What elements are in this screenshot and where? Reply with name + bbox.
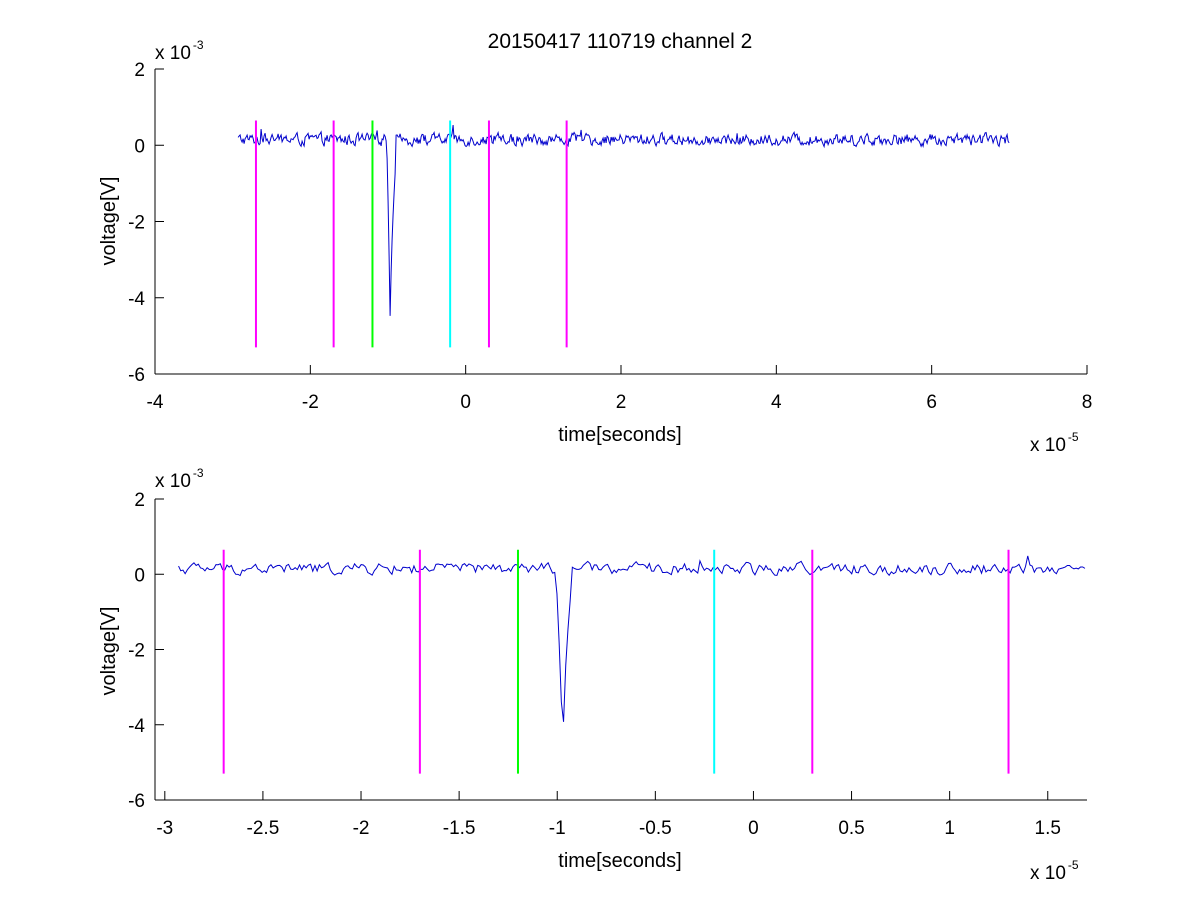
bottom-x-tick-label: -1.5 <box>443 818 476 839</box>
top-y-tick-label: -6 <box>128 365 145 386</box>
top-x-ticks: -4 -2 0 2 4 6 8 <box>147 365 1093 413</box>
bottom-x-multiplier-exponent: -5 <box>1068 858 1079 872</box>
top-x-tick-label: 2 <box>616 392 627 413</box>
bottom-x-tick-label: 0 <box>748 818 759 839</box>
bottom-x-axis-label: time[seconds] <box>558 850 681 872</box>
bottom-y-tick-label: 2 <box>134 490 145 511</box>
bottom-x-tick-label: 1.5 <box>1035 818 1061 839</box>
bottom-x-multiplier-base: x 10 <box>1030 863 1066 884</box>
top-y-tick-label: -4 <box>128 289 145 310</box>
top-y-tick-label: -2 <box>128 213 145 234</box>
bottom-y-ticks: -6 -4 -2 0 2 <box>128 490 164 812</box>
top-x-multiplier: x 10 -5 <box>1030 430 1079 456</box>
top-signal-trace <box>237 125 1010 316</box>
top-y-multiplier: x 10 -3 <box>155 38 204 64</box>
bottom-x-tick-label: 0.5 <box>838 818 864 839</box>
bottom-y-multiplier-exponent: -3 <box>193 466 204 480</box>
top-y-ticks: -6 -4 -2 0 2 <box>128 60 164 386</box>
bottom-y-axis-label: voltage[V] <box>98 607 120 696</box>
bottom-y-tick-label: -2 <box>128 641 145 662</box>
top-x-tick-label: 4 <box>771 392 782 413</box>
bottom-signal-trace <box>178 555 1086 722</box>
bottom-x-tick-label: -2 <box>353 818 370 839</box>
top-axes: -4 -2 0 2 4 6 8 -6-4-202 time[seconds] voltage… <box>98 38 1092 456</box>
top-y-axis-label: voltage[V] <box>98 177 120 266</box>
top-signal-group <box>237 125 1010 316</box>
bottom-marker-lines <box>222 549 1010 774</box>
bottom-y-tick-label: 0 <box>134 565 145 586</box>
bottom-signal-group <box>178 555 1086 722</box>
bottom-y-multiplier-base: x 10 <box>155 471 191 492</box>
top-x-tick-label: -4 <box>147 392 164 413</box>
figure-title: 20150417 110719 channel 2 <box>488 30 753 53</box>
top-x-tick-label: -2 <box>302 392 319 413</box>
top-x-tick-label: 6 <box>926 392 937 413</box>
bottom-y-tick-label: -6 <box>128 791 145 812</box>
top-y-multiplier-exponent: -3 <box>193 38 204 52</box>
top-x-tick-label: 8 <box>1082 392 1093 413</box>
top-y-multiplier-base: x 10 <box>155 43 191 64</box>
top-y-tick-label: 0 <box>134 136 145 157</box>
bottom-y-multiplier: x 10 -3 <box>155 466 204 492</box>
top-x-axis-label: time[seconds] <box>558 424 681 446</box>
top-x-tick-label: 0 <box>460 392 471 413</box>
bottom-axes: -3 -2.5 -2 -1.5 -1 -0.5 0 0.5 1 1.5 -6 -4 -2 0 2 time… <box>98 466 1087 884</box>
bottom-x-tick-label: -2.5 <box>247 818 280 839</box>
bottom-x-tick-label: -0.5 <box>639 818 672 839</box>
top-x-multiplier-base: x 10 <box>1030 435 1066 456</box>
bottom-x-tick-label: -3 <box>156 818 173 839</box>
bottom-y-tick-label: -4 <box>128 716 145 737</box>
bottom-x-ticks: -3 -2.5 -2 -1.5 -1 -0.5 0 0.5 1 1.5 <box>156 791 1061 839</box>
top-marker-lines <box>254 120 568 348</box>
top-x-multiplier-exponent: -5 <box>1068 430 1079 444</box>
bottom-x-tick-label: 1 <box>944 818 955 839</box>
top-y-tick-label: 2 <box>134 60 145 81</box>
bottom-x-tick-label: -1 <box>549 818 566 839</box>
bottom-x-multiplier: x 10 -5 <box>1030 858 1079 884</box>
